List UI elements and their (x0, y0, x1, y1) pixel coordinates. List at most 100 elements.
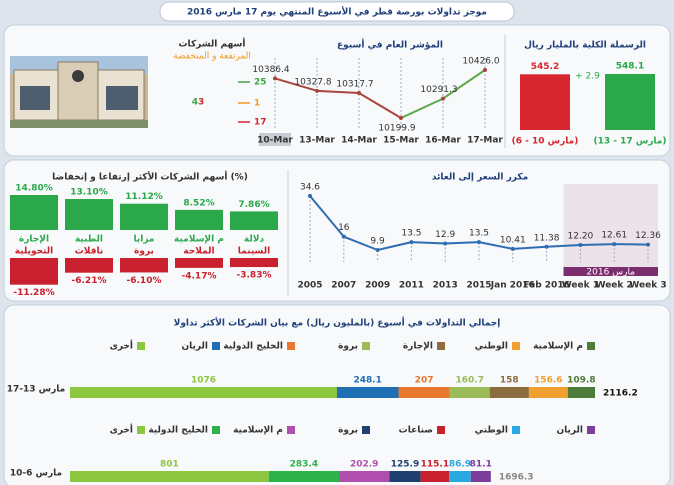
point (308, 194, 312, 198)
point (273, 76, 277, 81)
value-label: 12.36 (635, 231, 661, 241)
annotation-band (563, 267, 658, 276)
value-label: 86.9 (449, 460, 471, 470)
bar (520, 74, 570, 130)
line-segment (358, 92, 402, 119)
bar-segment (470, 471, 491, 482)
value-label: -4.17% (182, 271, 217, 281)
stat-value: 17 (254, 118, 267, 128)
line-segment (377, 241, 412, 251)
value-label: 10327.8 (294, 77, 331, 87)
bar (230, 211, 278, 230)
line-segment (274, 77, 318, 92)
legend-label: الخليج الدولية (148, 426, 208, 436)
bar (120, 203, 168, 230)
bar (175, 209, 223, 230)
legend-swatch (437, 426, 445, 434)
value-label: 10386.4 (252, 65, 289, 75)
category-label: الملاحة (183, 247, 214, 257)
legend-label: م الإسلامية (233, 426, 283, 436)
line-segment (442, 69, 486, 100)
page-title: موجز تداولات بورصة قطر في الأسبوع المنته… (187, 6, 487, 18)
bar-segment (489, 387, 529, 398)
legend-swatch (287, 342, 295, 350)
x-tick-label: 2005 (297, 281, 322, 291)
line-segment (614, 243, 649, 246)
value-label: 13.5 (401, 229, 421, 239)
value-label: 160.7 (456, 376, 484, 386)
building-image (10, 56, 148, 128)
chart-subtitle: المرتفعة و المنخفضة (173, 52, 251, 62)
chart-title: أسهم الشركات الأكثر إرتفاعا و إنخفاضا (%… (52, 171, 248, 183)
value-label: 156.6 (534, 376, 562, 386)
value-label: -6.21% (72, 276, 107, 286)
x-tick-label: Week 1 (562, 281, 599, 291)
x-tick-label: 10-Mar (257, 136, 293, 146)
category-label: م الإسلامية (174, 235, 224, 245)
value-label: 10.41 (500, 235, 526, 245)
x-tick-label: 13-Mar (299, 136, 335, 146)
legend-swatch (212, 426, 220, 434)
panel (3, 24, 671, 157)
bar-segment (336, 387, 399, 398)
value-label: -6.10% (127, 276, 162, 286)
value-label: 11.12% (125, 192, 163, 202)
x-tick-label: Feb 2016 (523, 281, 570, 291)
x-tick-label: 16-Mar (425, 136, 461, 146)
row-label: 10-6 مارس (10, 469, 62, 479)
value-label: 10426.0 (462, 57, 499, 67)
value-label: 7.86% (238, 200, 269, 210)
legend-label: م الإسلامية (533, 342, 583, 352)
title-banner (159, 1, 515, 22)
category-label: السينما (238, 247, 270, 257)
point (315, 88, 319, 93)
point (441, 96, 445, 101)
value-label: 158 (500, 376, 519, 386)
legend-swatch (137, 342, 145, 350)
legend-swatch (362, 342, 370, 350)
value-label: 202.9 (350, 460, 378, 470)
legend-label: أخرى (110, 424, 133, 436)
value-label: 115.1 (421, 460, 449, 470)
stat-value: 1 (254, 99, 260, 109)
stat-value: 25 (254, 78, 267, 88)
line-segment (478, 241, 513, 250)
chart-title: الرسملة الكلية بالمليار ريال (524, 41, 646, 51)
legend-label: صناعات (399, 426, 433, 436)
bar (230, 258, 278, 268)
category-label: التحويلية (15, 247, 53, 257)
value-label: 545.2 (531, 62, 559, 72)
line-segment (309, 195, 345, 238)
line-segment (512, 245, 547, 250)
category-label: بروة (134, 247, 154, 257)
legend-label: الوطني (475, 426, 508, 436)
x-tick-label: (6 - 10 مارس) (512, 137, 579, 147)
category-label: دلالة (244, 235, 265, 245)
line-segment (400, 97, 444, 119)
x-tick-label: 2011 (399, 281, 424, 291)
bar-segment (567, 387, 595, 398)
bar (120, 258, 168, 273)
value-label: 1076 (191, 376, 216, 386)
annotation: + 2.9 (575, 72, 600, 82)
x-tick-label: (13 - 17 مارس) (594, 137, 667, 147)
point (578, 242, 583, 247)
point (443, 241, 448, 246)
value-label: -11.28% (13, 288, 54, 298)
value-label: 248.1 (353, 376, 381, 386)
value-label: 207 (415, 376, 434, 386)
x-tick-label: Jan 2016 (490, 281, 535, 291)
legend-swatch (212, 342, 220, 350)
row-label: 17-13 مارس (7, 385, 65, 395)
value-label: 125.9 (391, 460, 419, 470)
point (399, 116, 403, 120)
legend-label: الريان (181, 342, 208, 352)
x-tick-label: 2007 (331, 281, 356, 291)
bar-segment (420, 471, 450, 482)
line-segment (580, 243, 615, 246)
bar (10, 195, 58, 230)
legend-label: الخليج الدولية (223, 342, 283, 352)
line-segment (411, 241, 446, 245)
legend-swatch (362, 426, 370, 434)
